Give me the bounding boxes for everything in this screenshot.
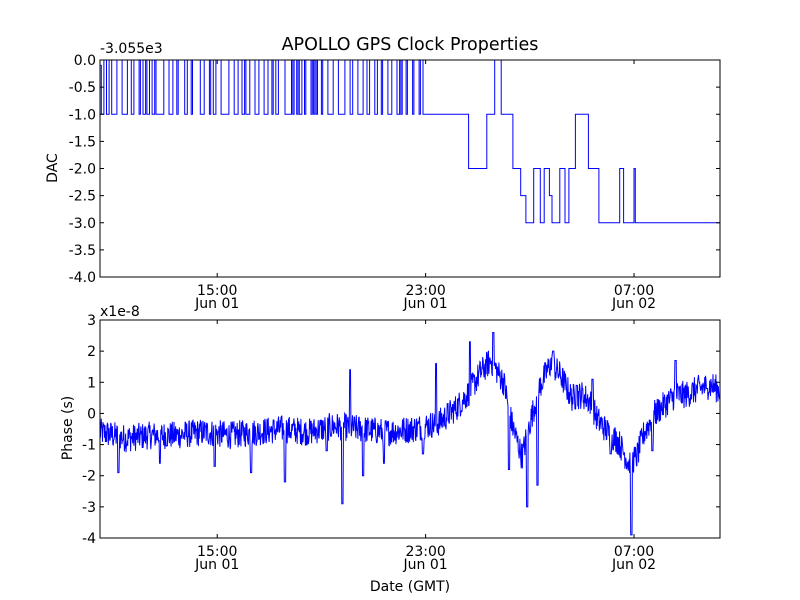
x-axis-label: Date (GMT) [370, 579, 450, 595]
dac-ytick-label: -4.0 [69, 270, 96, 286]
phase-ytick-label: 3 [87, 313, 96, 329]
dac-ytick-label: -2.5 [69, 189, 96, 205]
dac-xtick-time: 15:00 [197, 283, 237, 299]
phase-axes-frame [99, 319, 721, 539]
dac-ytick-label: 0.0 [74, 53, 96, 69]
phase-y-axis-label: Phase (s) [60, 396, 76, 460]
phase-xtick-date: Jun 01 [194, 557, 239, 573]
phase-xtick-time: 23:00 [405, 544, 445, 560]
dac-chart: -3.055e3 DAC 0.0 -0.5 -1.0 -1.5 -2.0 -2.5 -3.0… [45, 41, 721, 312]
dac-ytick-label: -1.5 [69, 134, 96, 150]
dac-offset-label: -3.055e3 [100, 41, 163, 57]
dac-line [100, 59, 721, 277]
dac-ytick-label: -3.5 [69, 243, 96, 259]
phase-series [99, 332, 721, 536]
dac-xtick-date: Jun 01 [403, 296, 448, 312]
phase-xtick-time: 07:00 [614, 544, 654, 560]
dac-plot-area: 0.0 -0.5 -1.0 -1.5 -2.0 -2.5 -3.0 -3.5 -4.0 15:00… [69, 53, 721, 312]
dac-ytick-label: -2.0 [69, 162, 96, 178]
phase-xtick-date: Jun 01 [403, 557, 448, 573]
phase-ytick-label: -3 [82, 500, 96, 516]
dac-series [100, 59, 721, 277]
dac-xtick-date: Jun 02 [611, 296, 656, 312]
dac-ytick-label: -1.0 [69, 107, 96, 123]
phase-ytick-label: -4 [82, 531, 96, 547]
dac-y-axis-label: DAC [45, 153, 61, 183]
dac-xtick-date: Jun 01 [194, 296, 239, 312]
phase-xtick-time: 15:00 [197, 544, 237, 560]
phase-ytick-label: 1 [87, 375, 96, 391]
phase-xtick-date: Jun 02 [611, 557, 656, 573]
phase-offset-label: x1e-8 [100, 304, 140, 320]
dac-ytick-label: -3.0 [69, 216, 96, 232]
dac-xtick-time: 07:00 [614, 283, 654, 299]
phase-line [99, 332, 721, 536]
dac-ytick-label: -0.5 [69, 80, 96, 96]
phase-ytick-label: -2 [82, 469, 96, 485]
phase-ytick-label: -1 [82, 438, 96, 454]
phase-ytick-label: 2 [87, 344, 96, 360]
phase-ytick-label: 0 [87, 406, 96, 422]
dac-xtick-time: 23:00 [405, 283, 445, 299]
figure-title: APOLLO GPS Clock Properties [282, 35, 539, 55]
